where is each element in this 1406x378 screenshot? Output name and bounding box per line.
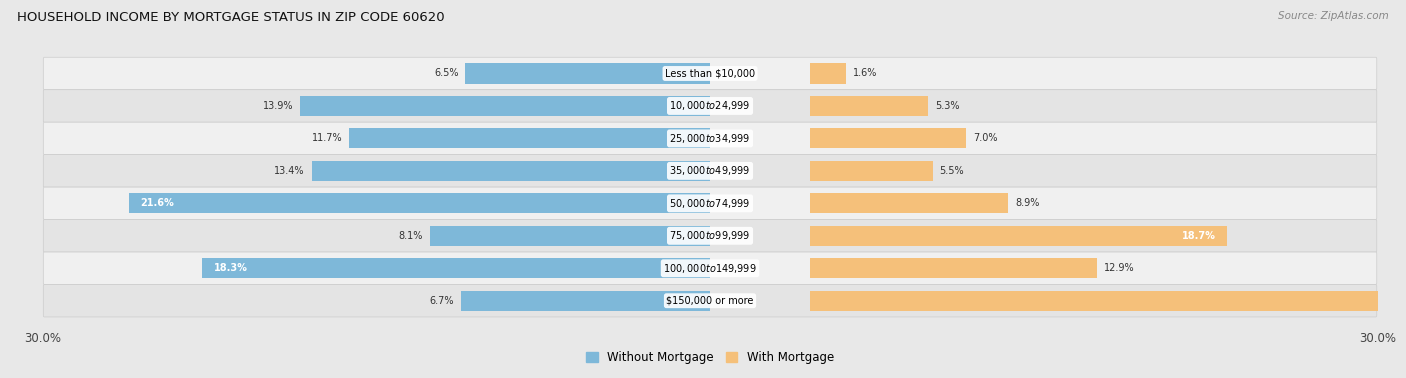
Bar — [810, 96, 928, 116]
Text: $25,000 to $34,999: $25,000 to $34,999 — [669, 132, 751, 145]
Text: $50,000 to $74,999: $50,000 to $74,999 — [669, 197, 751, 210]
Text: 7.0%: 7.0% — [973, 133, 997, 143]
Bar — [810, 291, 1406, 311]
Text: 8.9%: 8.9% — [1015, 198, 1039, 208]
Bar — [301, 96, 610, 116]
FancyBboxPatch shape — [44, 122, 1376, 155]
Text: Less than $10,000: Less than $10,000 — [665, 68, 755, 79]
Text: $35,000 to $49,999: $35,000 to $49,999 — [669, 164, 751, 177]
Bar — [450, 129, 710, 149]
Text: 12.9%: 12.9% — [1104, 263, 1135, 273]
Bar — [561, 291, 710, 311]
Bar — [810, 226, 1226, 246]
Bar — [530, 226, 710, 246]
FancyBboxPatch shape — [44, 220, 1376, 252]
Bar — [810, 161, 932, 181]
Text: $150,000 or more: $150,000 or more — [666, 296, 754, 306]
FancyBboxPatch shape — [44, 285, 1376, 317]
Text: $100,000 to $149,999: $100,000 to $149,999 — [664, 262, 756, 275]
Bar — [401, 96, 710, 116]
Text: 18.7%: 18.7% — [1181, 231, 1215, 241]
Text: 6.7%: 6.7% — [429, 296, 454, 306]
Bar — [202, 258, 610, 278]
FancyBboxPatch shape — [44, 57, 1376, 90]
Text: 8.1%: 8.1% — [398, 231, 423, 241]
Bar — [412, 161, 710, 181]
Bar — [565, 64, 710, 84]
Bar — [129, 193, 610, 214]
Bar — [429, 226, 610, 246]
Bar — [312, 161, 610, 181]
Text: 11.7%: 11.7% — [312, 133, 343, 143]
Bar — [810, 64, 846, 84]
Text: 1.6%: 1.6% — [852, 68, 877, 79]
Bar — [810, 258, 1097, 278]
Bar — [810, 193, 1008, 214]
Bar — [810, 129, 966, 149]
FancyBboxPatch shape — [44, 252, 1376, 285]
Text: Source: ZipAtlas.com: Source: ZipAtlas.com — [1278, 11, 1389, 21]
Text: 5.5%: 5.5% — [939, 166, 965, 176]
Bar — [461, 291, 610, 311]
Bar — [302, 258, 710, 278]
Bar — [349, 129, 610, 149]
Text: $75,000 to $99,999: $75,000 to $99,999 — [669, 229, 751, 242]
FancyBboxPatch shape — [44, 187, 1376, 220]
FancyBboxPatch shape — [44, 90, 1376, 122]
Text: HOUSEHOLD INCOME BY MORTGAGE STATUS IN ZIP CODE 60620: HOUSEHOLD INCOME BY MORTGAGE STATUS IN Z… — [17, 11, 444, 24]
FancyBboxPatch shape — [44, 155, 1376, 187]
Text: 5.3%: 5.3% — [935, 101, 959, 111]
Text: 6.5%: 6.5% — [434, 68, 458, 79]
Text: 18.3%: 18.3% — [214, 263, 247, 273]
Bar — [465, 64, 610, 84]
Text: 13.4%: 13.4% — [274, 166, 305, 176]
Legend: Without Mortgage, With Mortgage: Without Mortgage, With Mortgage — [581, 346, 839, 369]
Text: 13.9%: 13.9% — [263, 101, 294, 111]
Text: $10,000 to $24,999: $10,000 to $24,999 — [669, 99, 751, 112]
Text: 21.6%: 21.6% — [141, 198, 174, 208]
Bar — [229, 193, 710, 214]
